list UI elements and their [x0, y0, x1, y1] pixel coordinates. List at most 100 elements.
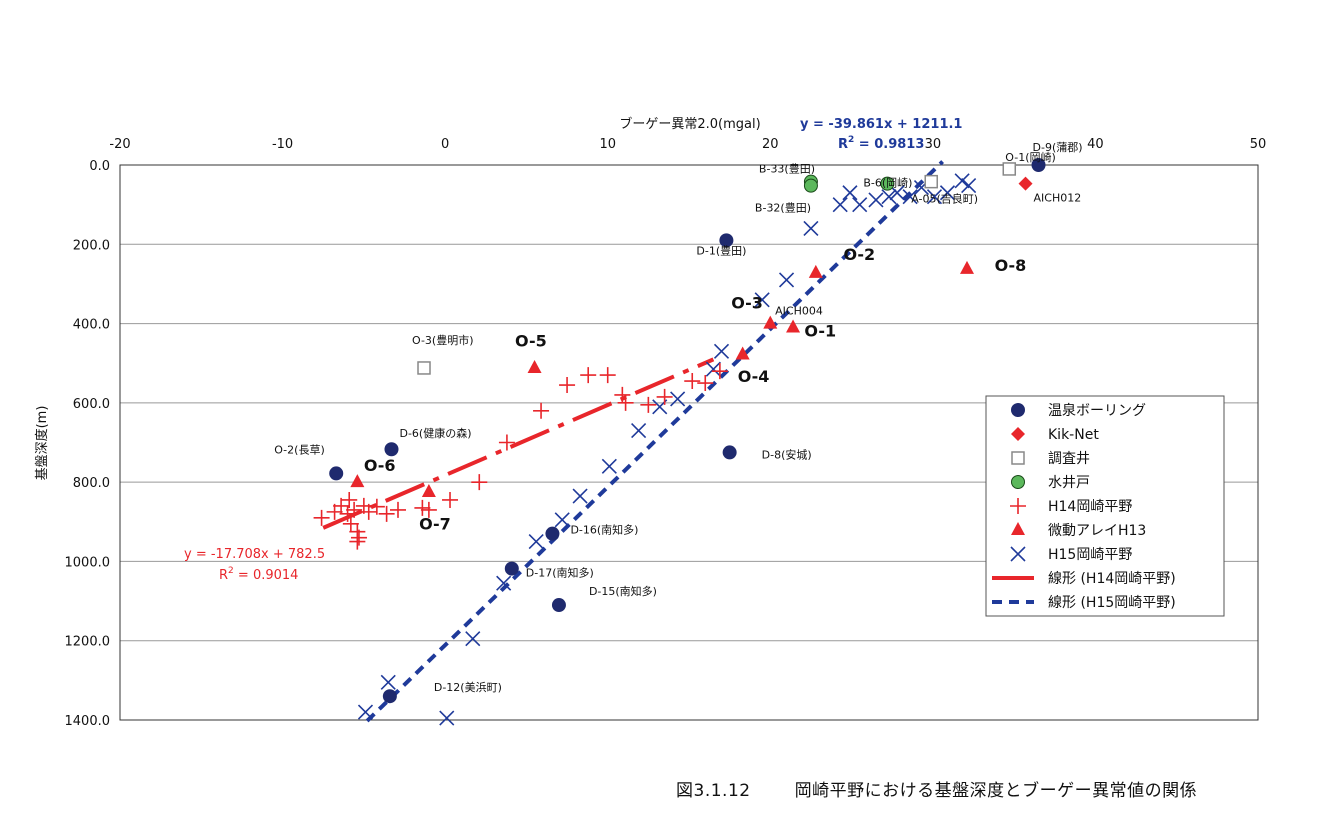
legend-swatch-shape — [1010, 546, 1026, 562]
data-point — [902, 189, 918, 205]
point-label: D-8(安城) — [762, 447, 812, 461]
data-point-shape — [572, 488, 588, 504]
data-point-shape — [389, 501, 406, 518]
x-tick-label: -10 — [272, 137, 293, 152]
h14-r2-value: = 0.9014 — [234, 568, 299, 583]
data-point-shape — [339, 505, 356, 522]
data-point-shape — [961, 178, 977, 194]
data-point-shape — [1018, 176, 1033, 191]
data-point-shape — [670, 391, 686, 407]
data-point-shape — [924, 174, 938, 189]
data-point — [346, 501, 363, 518]
annotation-label: O-1 — [804, 322, 836, 341]
data-point — [360, 503, 377, 520]
legend-swatch-shape — [1011, 475, 1025, 489]
data-point-shape — [421, 484, 436, 498]
data-point — [631, 423, 647, 439]
data-point — [705, 361, 721, 377]
h15-r2-value: = 0.9813 — [854, 137, 924, 152]
data-point-shape — [342, 515, 359, 532]
data-points — [313, 158, 1046, 726]
annotation-label: O-5 — [515, 332, 547, 351]
y-tick-label: 1000.0 — [65, 555, 111, 570]
data-point-shape — [346, 501, 363, 518]
data-point — [545, 526, 560, 541]
data-point — [528, 534, 544, 550]
data-point — [713, 343, 730, 359]
x-tick-label: 0 — [441, 137, 449, 152]
point-label: AICH012 — [1034, 192, 1082, 205]
legend-label: H15岡崎平野 — [1048, 547, 1132, 563]
data-point-shape — [360, 503, 377, 520]
data-point-shape — [380, 674, 396, 690]
point-label: B-33(豊田) — [759, 163, 815, 176]
h15-r2-sup: 2 — [848, 135, 854, 145]
data-point — [754, 292, 770, 308]
data-point — [357, 704, 374, 720]
annotation-label: O-7 — [419, 515, 451, 534]
data-point — [572, 488, 588, 504]
point-labels: D-9(蒲郡) D-1(豊田) D-8(安城) D-6(健康の森) O-2(長草) D-1… — [274, 140, 1082, 694]
data-point — [959, 260, 974, 274]
y-tick-label: 1200.0 — [65, 635, 111, 650]
data-point — [471, 474, 488, 491]
data-point — [926, 189, 943, 205]
data-point-shape — [528, 534, 544, 550]
data-point — [697, 375, 714, 392]
y-axis-ticks: 0.0 200.0 400.0 600.0 800.0 1000.0 1200.0 1400.… — [65, 159, 111, 729]
data-point — [368, 498, 385, 515]
annotation-label: O-8 — [995, 256, 1027, 275]
point-label: O-2(長草) — [274, 443, 325, 456]
data-point-shape — [350, 474, 365, 488]
data-point — [961, 178, 977, 194]
data-point-shape — [498, 434, 515, 451]
trendline — [365, 160, 945, 723]
data-point — [551, 598, 566, 613]
data-point — [559, 377, 576, 394]
data-point-shape — [880, 176, 895, 191]
point-label: O-3(豊明市) — [412, 333, 474, 347]
x-tick-label: 50 — [1250, 137, 1267, 152]
data-point — [803, 178, 818, 193]
legend-label: Kik-Net — [1048, 427, 1099, 443]
data-point-shape — [580, 367, 597, 384]
x-tick-label: 20 — [762, 137, 779, 152]
y-axis-title: 基盤深度(m) — [34, 406, 50, 481]
data-point-shape — [754, 292, 770, 308]
data-point — [378, 505, 395, 522]
legend-swatch — [1010, 546, 1026, 562]
legend-swatch — [1010, 498, 1026, 514]
y-tick-label: 200.0 — [73, 238, 110, 253]
data-point-shape — [713, 343, 730, 359]
trendline — [322, 357, 715, 530]
data-point — [614, 386, 631, 403]
data-point — [465, 631, 481, 647]
data-point — [414, 499, 431, 516]
data-point-shape — [778, 272, 795, 288]
data-point-shape — [417, 361, 431, 375]
h14-r2-label: R — [219, 568, 228, 583]
h14-equation-text: y = -17.708x + 782.5 — [184, 547, 325, 562]
point-label: A-05(吉良町) — [911, 192, 978, 206]
data-point — [684, 373, 701, 390]
data-point — [601, 458, 617, 474]
data-point-shape — [357, 704, 374, 720]
data-point-shape — [533, 402, 550, 419]
x-tick-label: 40 — [1087, 137, 1104, 152]
data-point — [350, 529, 367, 546]
data-point — [832, 197, 848, 213]
legend-swatch-shape — [1011, 522, 1025, 535]
data-point — [868, 192, 884, 208]
data-point-shape — [599, 367, 616, 384]
data-point — [763, 315, 778, 329]
data-point-shape — [471, 474, 488, 491]
point-label: D-12(美浜町) — [434, 681, 502, 694]
data-point-shape — [1002, 162, 1017, 176]
data-point-shape — [684, 373, 701, 390]
data-point-shape — [439, 710, 455, 726]
data-point — [852, 197, 868, 213]
data-point — [389, 501, 406, 518]
legend-label: H14岡崎平野 — [1048, 499, 1132, 515]
data-point-shape — [496, 575, 512, 591]
